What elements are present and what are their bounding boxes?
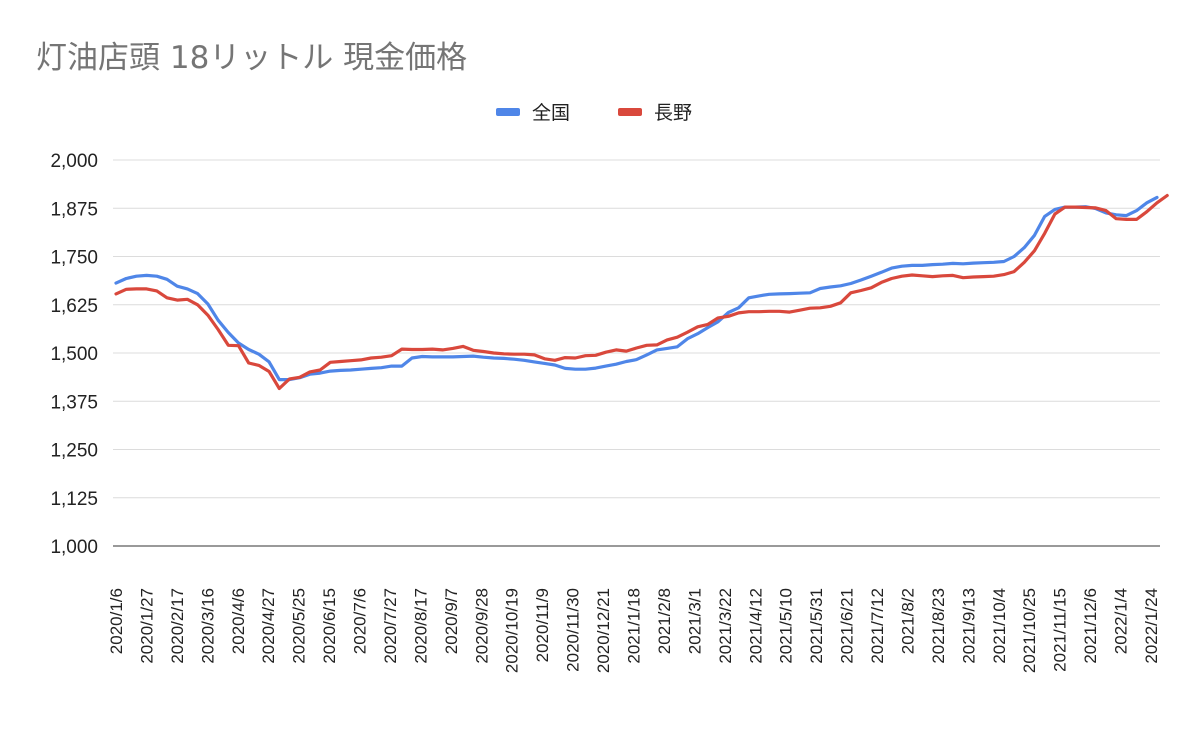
x-tick-label: 2020/4/27 [259, 588, 278, 664]
series-line [114, 195, 1159, 382]
x-tick-label: 2020/11/9 [533, 588, 552, 662]
x-tick-label: 2020/1/6 [107, 588, 126, 654]
x-tick-label: 2022/1/24 [1142, 588, 1161, 664]
x-tick-label: 2021/9/13 [959, 588, 978, 664]
x-tick-label: 2020/6/15 [320, 588, 339, 664]
x-tick-label: 2021/7/12 [868, 588, 887, 664]
x-tick-label: 2021/6/21 [838, 588, 857, 664]
y-tick-label: 1,375 [50, 392, 98, 413]
y-tick-label: 1,875 [50, 199, 98, 220]
x-tick-label: 2020/9/28 [472, 588, 491, 664]
x-tick-label: 2021/3/1 [685, 588, 704, 654]
x-tick-label: 2020/7/27 [381, 588, 400, 664]
y-tick-label: 1,625 [50, 296, 98, 317]
x-tick-label: 2021/10/4 [990, 588, 1009, 664]
x-tick-label: 2021/5/31 [807, 588, 826, 664]
x-tick-label: 2020/8/17 [411, 588, 430, 664]
legend-swatch [618, 108, 642, 116]
legend-label: 全国 [532, 102, 570, 124]
x-tick-label: 2021/8/23 [929, 588, 948, 664]
y-axis-ticks: 2,000 1,875 1,750 1,625 1,500 1,375 1,250 1,125… [50, 151, 98, 558]
x-tick-label: 2020/11/30 [564, 588, 583, 672]
x-tick-label: 2020/5/25 [290, 588, 309, 664]
x-axis-ticks: 2020/1/6 2020/1/27 2020/2/17 2020/3/16 2020/… [107, 588, 1161, 673]
x-tick-label: 2020/10/19 [503, 588, 522, 673]
x-tick-label: 2020/2/17 [168, 588, 187, 664]
legend: 全国 長野 [496, 102, 692, 124]
chart-title: 灯油店頭 18リットル 現金価格 [36, 40, 467, 76]
series-line [114, 193, 1169, 391]
y-tick-label: 1,125 [50, 489, 98, 510]
legend-label: 長野 [654, 102, 692, 124]
x-tick-label: 2020/7/6 [351, 588, 370, 654]
grid-lines [113, 159, 1160, 547]
x-tick-label: 2020/3/16 [198, 588, 217, 664]
x-tick-label: 2021/8/2 [898, 588, 917, 654]
x-tick-label: 2020/12/21 [594, 588, 613, 673]
x-tick-label: 2021/5/10 [777, 588, 796, 664]
series-group [114, 193, 1169, 391]
x-tick-label: 2022/1/4 [1112, 588, 1131, 654]
x-tick-label: 2020/9/7 [442, 588, 461, 654]
x-tick-label: 2021/11/15 [1051, 588, 1070, 672]
x-tick-label: 2020/4/6 [229, 588, 248, 654]
x-tick-label: 2020/1/27 [137, 588, 156, 664]
y-tick-label: 1,500 [50, 344, 98, 365]
x-tick-label: 2021/4/12 [746, 588, 765, 664]
x-tick-label: 2021/12/6 [1081, 588, 1100, 664]
x-tick-label: 2021/1/18 [625, 588, 644, 664]
x-tick-label: 2021/2/8 [655, 588, 674, 654]
x-tick-label: 2021/10/25 [1020, 588, 1039, 673]
y-tick-label: 1,250 [50, 441, 98, 462]
y-tick-label: 1,750 [50, 248, 98, 269]
x-tick-label: 2021/3/22 [716, 588, 735, 664]
legend-swatch [496, 108, 520, 116]
y-tick-label: 1,000 [50, 537, 98, 558]
y-tick-label: 2,000 [50, 151, 98, 172]
